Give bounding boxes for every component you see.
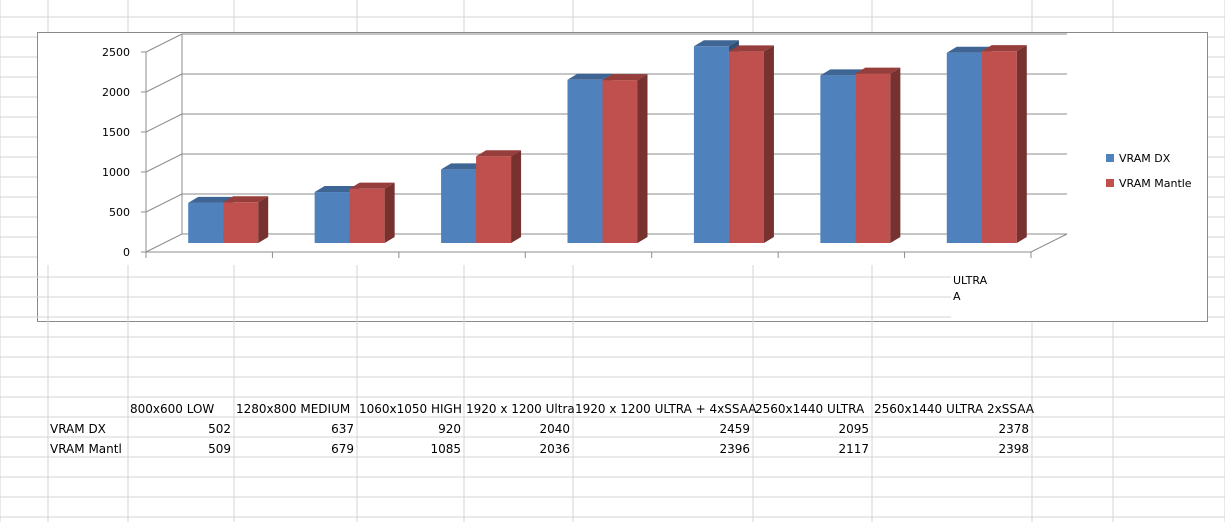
- row-label-cell[interactable]: VRAM Mantl: [50, 442, 122, 456]
- bar-top-face: [602, 74, 648, 81]
- bar-top-face: [855, 67, 901, 74]
- value-cell[interactable]: 2378: [998, 422, 1029, 436]
- value-cell[interactable]: 2459: [719, 422, 750, 436]
- value-cell[interactable]: 679: [331, 442, 354, 456]
- bar-top-face: [820, 69, 866, 76]
- value-cell[interactable]: 2040: [539, 422, 570, 436]
- bar-front-face: [188, 202, 224, 243]
- bar-side-face: [258, 196, 269, 243]
- bar-side-face: [511, 150, 522, 243]
- bar-vram-mantle: [602, 74, 648, 243]
- bar-top-face: [476, 150, 522, 157]
- bar-top-face: [188, 196, 234, 203]
- gridline-depth: [145, 33, 183, 53]
- bar-front-face: [602, 80, 638, 243]
- gridline-depth: [145, 153, 183, 173]
- bar-front-face: [476, 156, 512, 243]
- bar-front-face: [728, 51, 764, 243]
- legend-label: VRAM Mantle: [1119, 177, 1192, 190]
- bar-front-face: [981, 51, 1017, 243]
- y-tick-label: 2500: [102, 46, 130, 59]
- gridline-depth: [145, 73, 183, 93]
- bar-front-face: [820, 75, 856, 244]
- bar-top-face: [441, 163, 487, 170]
- bar-front-face: [314, 192, 350, 243]
- bar-top-face: [946, 46, 992, 53]
- value-cell[interactable]: 637: [331, 422, 354, 436]
- column-header-cell[interactable]: 1060x1050 HIGH: [359, 402, 462, 416]
- bar-front-face: [441, 169, 477, 243]
- y-tick-label: 1500: [102, 126, 130, 139]
- y-tick-label: 1000: [102, 166, 130, 179]
- bar-vram-mantle: [728, 45, 774, 243]
- bar-top-face: [567, 73, 613, 80]
- gridline-depth: [145, 193, 183, 213]
- y-tick-label: 500: [109, 206, 130, 219]
- gridline-depth: [145, 233, 183, 253]
- value-cell[interactable]: 509: [208, 442, 231, 456]
- overflow-label-line-1: ULTRA: [953, 274, 988, 287]
- bar-front-face: [855, 73, 891, 243]
- bar-side-face: [384, 182, 395, 243]
- legend-swatch: [1106, 154, 1114, 162]
- value-cell[interactable]: 920: [438, 422, 461, 436]
- bar-top-face: [728, 45, 774, 52]
- bar-top-face: [349, 182, 395, 189]
- bar-top-face: [981, 45, 1027, 52]
- value-cell[interactable]: 502: [208, 422, 231, 436]
- sheet-behind-chart: [37, 265, 951, 322]
- bar-vram-mantle: [855, 67, 901, 243]
- bar-front-face: [946, 52, 982, 243]
- bar-front-face: [223, 202, 259, 243]
- bar-vram-mantle: [476, 150, 522, 243]
- column-header-cell[interactable]: 2560x1440 ULTRA: [755, 402, 865, 416]
- bar-front-face: [693, 46, 729, 243]
- value-cell[interactable]: 2398: [998, 442, 1029, 456]
- gridline-depth: [145, 113, 183, 133]
- chart-object[interactable]: 0 500 1000 1500 2000 2500 VRAM DX VRAM Mantle: [37, 32, 1208, 322]
- overflow-label-line-2: A: [953, 290, 961, 303]
- value-cell[interactable]: 2117: [838, 442, 869, 456]
- y-tick-label: 0: [123, 246, 130, 259]
- bar-side-face: [890, 67, 901, 243]
- bar-vram-mantle: [349, 182, 395, 243]
- bar-top-face: [693, 40, 739, 47]
- column-header-cell[interactable]: 1920 x 1200 ULTRA + 4xSSAA: [575, 402, 757, 416]
- chart-plot: 0 500 1000 1500 2000 2500 VRAM DX VRAM Mantle: [102, 33, 1192, 259]
- row-label-cell[interactable]: VRAM DX: [50, 422, 106, 436]
- bar-vram-mantle: [223, 196, 269, 243]
- legend-label: VRAM DX: [1119, 152, 1171, 165]
- bar-side-face: [1016, 45, 1027, 243]
- bar-side-face: [637, 74, 648, 243]
- value-cell[interactable]: 2396: [719, 442, 750, 456]
- bar-top-face: [223, 196, 269, 203]
- value-cell[interactable]: 1085: [430, 442, 461, 456]
- bar-front-face: [567, 79, 603, 243]
- column-header-cell[interactable]: 2560x1440 ULTRA 2xSSAA: [874, 402, 1034, 416]
- bar-front-face: [349, 188, 385, 243]
- y-tick-label: 2000: [102, 86, 130, 99]
- column-header-cell[interactable]: 800x600 LOW: [130, 402, 215, 416]
- bar-top-face: [314, 186, 360, 193]
- value-cell[interactable]: 2036: [539, 442, 570, 456]
- column-header-cell[interactable]: 1920 x 1200 Ultra: [466, 402, 575, 416]
- value-cell[interactable]: 2095: [838, 422, 869, 436]
- bar-vram-mantle: [981, 45, 1027, 243]
- column-header-cell[interactable]: 1280x800 MEDIUM: [236, 402, 351, 416]
- bar-side-face: [763, 45, 774, 243]
- legend-swatch: [1106, 179, 1114, 187]
